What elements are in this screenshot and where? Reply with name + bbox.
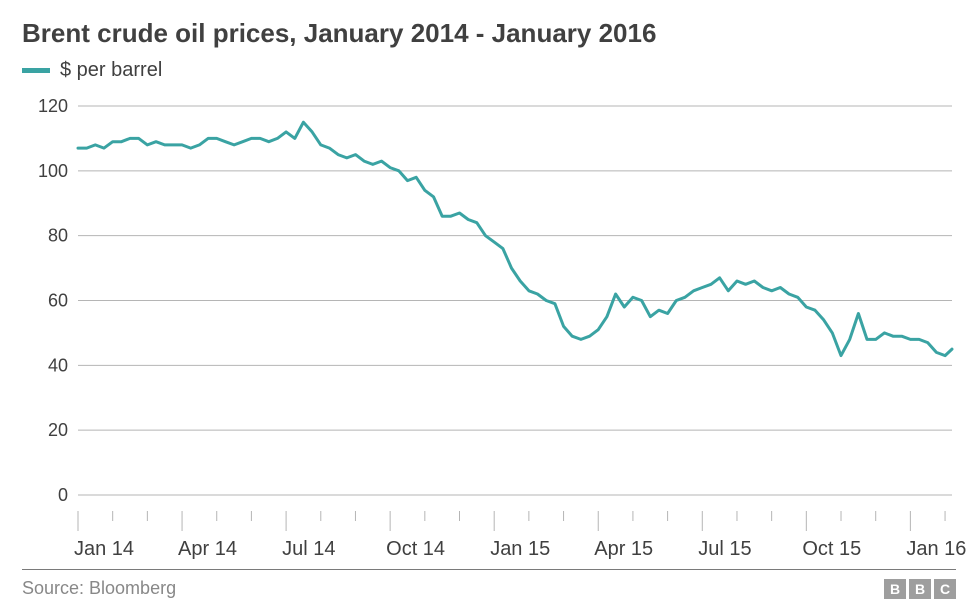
legend-swatch xyxy=(22,68,50,73)
footer-divider xyxy=(22,569,956,570)
svg-text:40: 40 xyxy=(48,355,68,375)
bbc-logo-letter: C xyxy=(934,579,956,599)
line-chart: 020406080100120Jan 14Apr 14Jul 14Oct 14J… xyxy=(22,100,956,559)
chart-title: Brent crude oil prices, January 2014 - J… xyxy=(22,18,956,49)
svg-text:Apr 15: Apr 15 xyxy=(594,538,653,560)
svg-text:Jan 16: Jan 16 xyxy=(906,538,966,560)
svg-text:60: 60 xyxy=(48,291,68,311)
legend: $ per barrel xyxy=(22,59,956,82)
svg-text:120: 120 xyxy=(38,96,68,116)
svg-text:80: 80 xyxy=(48,226,68,246)
bbc-logo: B B C xyxy=(884,579,956,599)
svg-text:Apr 14: Apr 14 xyxy=(178,538,237,560)
svg-text:Jan 15: Jan 15 xyxy=(490,538,550,560)
svg-text:100: 100 xyxy=(38,161,68,181)
source-label: Source: Bloomberg xyxy=(22,578,176,599)
svg-text:Jul 15: Jul 15 xyxy=(698,538,751,560)
bbc-logo-letter: B xyxy=(884,579,906,599)
svg-text:20: 20 xyxy=(48,420,68,440)
svg-text:Oct 15: Oct 15 xyxy=(802,538,861,560)
svg-text:Oct 14: Oct 14 xyxy=(386,538,445,560)
legend-label: $ per barrel xyxy=(60,59,162,82)
svg-text:Jan 14: Jan 14 xyxy=(74,538,134,560)
svg-text:Jul 14: Jul 14 xyxy=(282,538,335,560)
svg-text:0: 0 xyxy=(58,485,68,505)
bbc-logo-letter: B xyxy=(909,579,931,599)
